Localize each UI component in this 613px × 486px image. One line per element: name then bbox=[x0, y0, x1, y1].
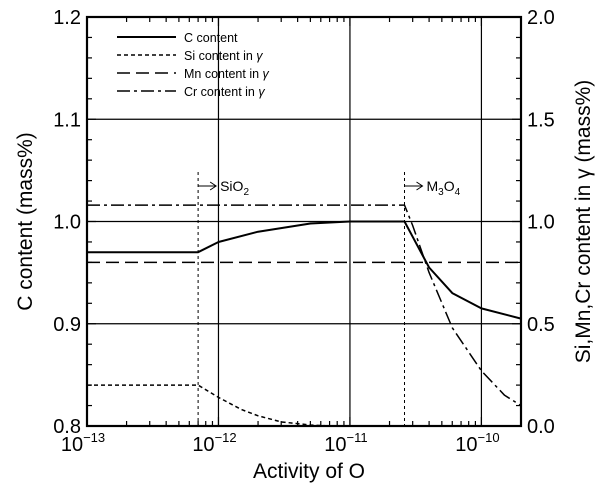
phase-annotation-label: M3O4 bbox=[427, 178, 461, 198]
x-axis-label: Activity of O bbox=[253, 460, 365, 483]
y-tick-label-left: 0.9 bbox=[53, 314, 81, 336]
y-axis-label-left: C content (mass%) bbox=[14, 132, 37, 311]
y-tick-label-right: 0.0 bbox=[527, 416, 555, 438]
x-tick-label: 10−10 bbox=[455, 430, 499, 456]
legend-label: Cr content in γ bbox=[184, 85, 265, 99]
x-tick-label: 10−13 bbox=[61, 430, 105, 456]
y-axis-label-right: Si,Mn,Cr content in γ (mass%) bbox=[572, 80, 595, 364]
ticks: 10−13 10−12 10−11 10−10 0.8 0.9 1.0 1.1 1.2 0.0 0.… bbox=[53, 7, 555, 456]
legend-label: Mn content in γ bbox=[184, 67, 270, 81]
x-tick-label: 10−12 bbox=[192, 430, 236, 456]
arrow-head-icon bbox=[416, 181, 424, 191]
y-tick-label-left: 0.8 bbox=[53, 416, 81, 438]
y-tick-label-right: 1.0 bbox=[527, 212, 555, 234]
legend: C content Si content in γ Mn content in γ C… bbox=[117, 31, 270, 99]
y-tick-label-left: 1.1 bbox=[53, 109, 81, 131]
series-group bbox=[87, 204, 522, 427]
y-tick-label-left: 1.0 bbox=[53, 212, 81, 234]
x-tick-label: 10−11 bbox=[324, 430, 367, 456]
legend-label: Si content in γ bbox=[184, 49, 263, 63]
series-line bbox=[87, 220, 522, 320]
annotations: SiO2 M3O4 bbox=[197, 172, 461, 426]
y-tick-label-left: 1.2 bbox=[53, 7, 81, 29]
grid bbox=[87, 17, 521, 426]
y-tick-label-right: 1.5 bbox=[527, 109, 555, 131]
y-tick-label-right: 0.5 bbox=[527, 314, 555, 336]
arrow-head-icon bbox=[209, 181, 218, 191]
y-tick-label-right: 2.0 bbox=[527, 7, 555, 29]
phase-annotation-label: SiO2 bbox=[220, 178, 249, 198]
legend-label: C content bbox=[184, 31, 238, 45]
series-line bbox=[87, 204, 522, 407]
series-line bbox=[87, 384, 350, 427]
